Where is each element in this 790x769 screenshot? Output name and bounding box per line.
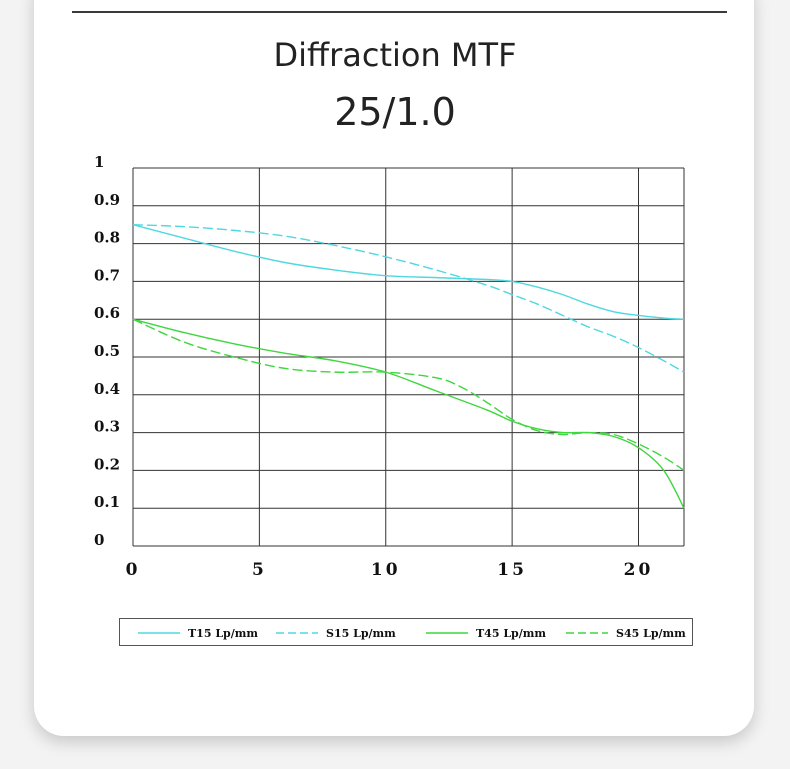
legend-label-3: S45 Lp/mm xyxy=(616,627,686,640)
legend-label-1: S15 Lp/mm xyxy=(326,627,396,640)
x-axis-ticks: 0 5 10 15 20 xyxy=(126,560,654,580)
chart-legend: T15 Lp/mm S15 Lp/mm T45 Lp/mm S45 Lp/mm xyxy=(119,618,693,646)
y-tick-label-9: 0.9 xyxy=(94,191,120,209)
y-tick-label-5: 0.5 xyxy=(94,342,120,360)
y-tick-label-8: 0.8 xyxy=(94,229,120,247)
x-tick-label-0: 0 xyxy=(126,560,141,580)
y-tick-label-1: 0.1 xyxy=(94,493,120,511)
y-tick-label-2: 0.2 xyxy=(94,455,120,473)
card-panel xyxy=(34,0,754,736)
x-tick-label-4: 20 xyxy=(624,560,654,580)
series-line-s15 xyxy=(132,224,685,373)
y-axis-ticks: 0 0.1 0.2 0.3 0.4 0.5 0.6 0.7 0.8 0.9 1 xyxy=(94,153,120,549)
chart-grid xyxy=(132,167,685,547)
top-divider xyxy=(72,11,727,13)
chart-series xyxy=(132,224,685,509)
y-tick-label-4: 0.4 xyxy=(94,380,120,398)
y-tick-label-3: 0.3 xyxy=(94,418,120,436)
series-line-t15 xyxy=(132,224,685,320)
legend-label-2: T45 Lp/mm xyxy=(476,627,546,640)
x-tick-label-1: 5 xyxy=(252,560,267,580)
chart-subtitle: 25/1.0 xyxy=(334,90,456,134)
y-tick-label-6: 0.6 xyxy=(94,304,120,322)
x-tick-label-3: 15 xyxy=(497,560,527,580)
y-tick-label-0: 0 xyxy=(94,531,104,549)
x-tick-label-2: 10 xyxy=(371,560,401,580)
series-line-s45 xyxy=(132,318,685,471)
chart-title: Diffraction MTF xyxy=(273,36,517,74)
y-tick-label-7: 0.7 xyxy=(94,266,120,284)
series-line-t45 xyxy=(132,318,685,509)
legend-label-0: T15 Lp/mm xyxy=(188,627,258,640)
y-tick-label-10: 1 xyxy=(94,153,104,171)
